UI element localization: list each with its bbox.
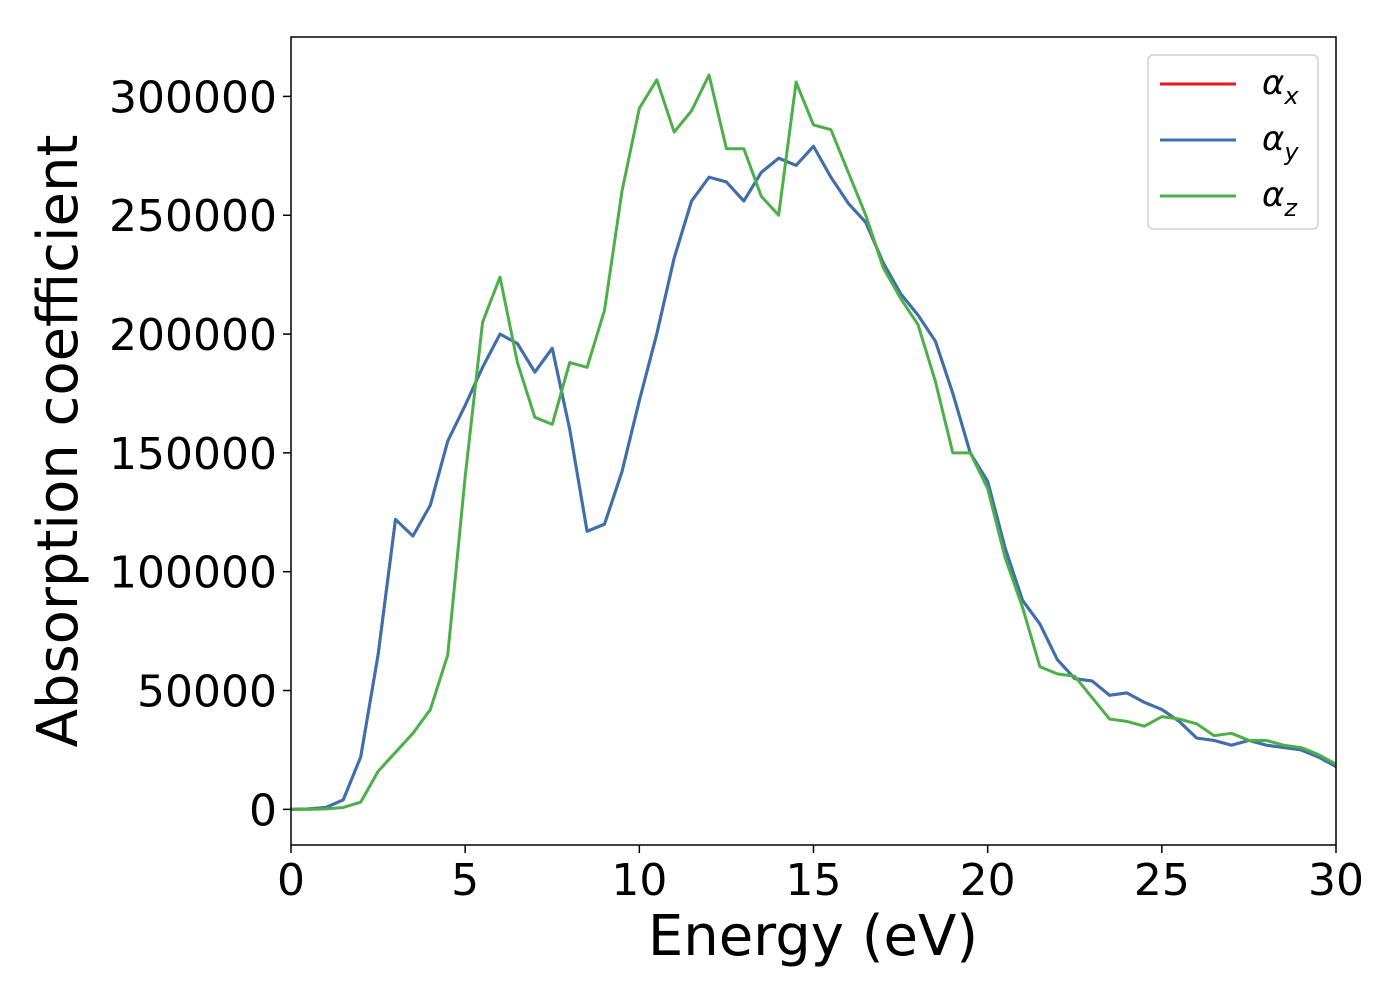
y-tick-label: 0 <box>249 785 277 836</box>
y-tick-label: 150000 <box>109 429 277 480</box>
x-tick-label: 5 <box>451 855 479 906</box>
x-tick-label: 20 <box>960 855 1016 906</box>
y-tick-label: 100000 <box>109 548 277 599</box>
x-tick-label: 0 <box>277 855 305 906</box>
x-axis-label: Energy (eV) <box>648 904 978 969</box>
x-tick-label: 10 <box>611 855 667 906</box>
data-line <box>291 73 1337 811</box>
x-tick-label: 15 <box>786 855 842 906</box>
legend-label: αy <box>1262 119 1299 166</box>
y-tick-label: 250000 <box>109 191 277 242</box>
y-tick-label: 50000 <box>137 667 277 718</box>
y-axis-label: Absorption coefficient <box>26 135 91 748</box>
y-tick-label: 300000 <box>109 72 277 123</box>
legend: αx αy αz <box>1147 54 1319 230</box>
data-line <box>290 144 1337 811</box>
legend-box <box>1147 54 1319 230</box>
legend-label: αz <box>1262 175 1298 222</box>
legend-label: αx <box>1262 63 1299 110</box>
data-line <box>290 144 1337 811</box>
plot-frame <box>290 36 1337 846</box>
x-tick-label: 25 <box>1134 855 1190 906</box>
y-tick-label: 200000 <box>109 310 277 361</box>
x-tick-label: 30 <box>1308 855 1364 906</box>
